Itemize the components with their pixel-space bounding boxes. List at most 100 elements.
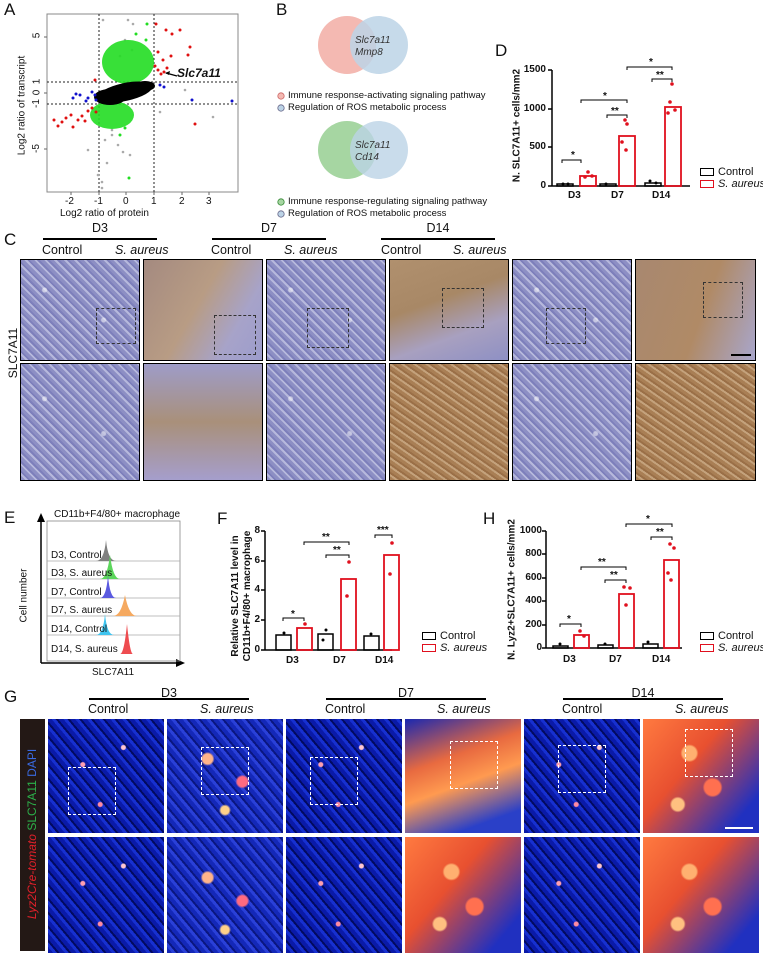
- sig-mark: **: [611, 106, 619, 117]
- ytick: 0: [254, 644, 260, 655]
- gene-label: Cd14: [355, 152, 379, 163]
- legend-label: S. aureus: [440, 642, 488, 654]
- ytick: 6: [254, 555, 260, 566]
- gene-label: Slc7a11: [355, 140, 391, 151]
- panel-e-title: CD11b+F4/80+ macrophage: [54, 509, 181, 520]
- if-zoom-d3-saureus: [167, 837, 283, 953]
- condition-label: S. aureus: [437, 702, 491, 716]
- condition-label: S. aureus: [284, 243, 338, 257]
- zoom-region-box: [214, 315, 256, 355]
- condition-label: Control: [211, 243, 252, 257]
- zoom-region-box: [96, 308, 136, 344]
- header-line: [326, 698, 486, 700]
- panel-e-xlabel: SLC7A11: [92, 667, 135, 678]
- panel-label-g: G: [4, 687, 18, 706]
- ihc-zoom-d14-control: [512, 363, 632, 481]
- zoom-region-box: [68, 767, 116, 815]
- ytick: 200: [525, 619, 542, 630]
- xtick: D7: [611, 190, 624, 201]
- ytick: 8: [254, 525, 260, 536]
- if-zoom-d7-saureus: [405, 837, 521, 953]
- xtick: D14: [652, 654, 671, 665]
- venn2-intersection: Slc7a11 Cd14: [355, 140, 390, 164]
- ihc-image-d7-control: [266, 259, 386, 361]
- ytick: 800: [525, 548, 542, 559]
- legend-item: Immune response-activating signaling pat…: [288, 90, 486, 101]
- ytick: 0: [540, 180, 546, 191]
- ytick: 2: [254, 614, 260, 625]
- xtick: D3: [563, 654, 576, 665]
- if-zoom-d14-saureus: [643, 837, 759, 953]
- if-image-d14-control: [524, 719, 640, 833]
- if-zoom-d7-control: [286, 837, 402, 953]
- xtick: D14: [375, 655, 394, 666]
- header-line: [381, 238, 495, 240]
- ihc-image-d3-control: [20, 259, 140, 361]
- group-header: D14: [631, 686, 655, 700]
- ihc-image-d14-control: [512, 259, 632, 361]
- panel-a-xlabel: Log2 ratio of protein: [60, 208, 149, 219]
- scale-bar: [725, 827, 753, 829]
- if-zoom-d3-control: [48, 837, 164, 953]
- ihc-zoom-d14-saureus: [635, 363, 756, 481]
- legend-control: Control: [422, 630, 475, 642]
- histogram-label: D14, S. aureus: [51, 644, 118, 655]
- zoom-region-box: [558, 745, 606, 793]
- sig-mark: **: [656, 70, 664, 81]
- xtick: D7: [333, 655, 346, 666]
- histogram-label: D14, Control: [51, 624, 108, 635]
- panel-label-d: D: [495, 41, 508, 60]
- sig-mark: **: [656, 527, 664, 538]
- condition-label: S. aureus: [675, 702, 729, 716]
- gene-label: Slc7a11: [355, 35, 391, 46]
- sig-mark: *: [603, 91, 607, 102]
- channel-label-bar: Lyz2Cre-tomato SLC7A11 DAPI: [20, 719, 45, 951]
- condition-label: S. aureus: [453, 243, 507, 257]
- channel-label-blue: DAPI: [25, 748, 39, 777]
- sig-mark: **: [333, 545, 341, 556]
- ihc-zoom-d3-saureus: [143, 363, 263, 481]
- zoom-region-box: [201, 747, 249, 795]
- panel-label-e: E: [4, 508, 16, 527]
- panel-d-bar-chart: [548, 66, 690, 187]
- ihc-image-d3-saureus: [143, 259, 263, 361]
- channel-labels: Lyz2Cre-tomato SLC7A11 DAPI: [25, 718, 39, 950]
- if-zoom-d14-control: [524, 837, 640, 953]
- legend-label: S. aureus: [718, 178, 763, 190]
- xtick: D14: [652, 190, 671, 201]
- sig-mark: *: [291, 609, 295, 620]
- channel-label-red: Lyz2Cre-tomato: [25, 834, 39, 920]
- panel-label-b: B: [276, 0, 288, 19]
- xtick: 0: [123, 196, 129, 207]
- condition-label: Control: [88, 702, 129, 716]
- ytick: 4: [254, 584, 260, 595]
- zoom-region-box: [310, 757, 358, 805]
- ihc-image-d14-saureus: [635, 259, 756, 361]
- group-header: D7: [261, 221, 277, 235]
- panel-label-a: A: [4, 0, 16, 19]
- sig-mark: ***: [377, 525, 389, 536]
- legend-item: Immune response-regulating signaling pat…: [288, 196, 488, 207]
- slc7a11-annotation: Slc7a11: [177, 66, 221, 80]
- legend-control: Control: [700, 166, 753, 178]
- zoom-region-box: [685, 729, 733, 777]
- group-header: D14: [426, 221, 450, 235]
- xtick: 3: [206, 196, 212, 207]
- legend-saureus: S. aureus: [700, 178, 763, 190]
- ytick: 0: [536, 642, 542, 653]
- xtick: D3: [286, 655, 299, 666]
- sig-mark: **: [610, 570, 618, 581]
- panel-label-h: H: [483, 509, 496, 528]
- ytick: 400: [525, 595, 542, 606]
- condition-label: Control: [325, 702, 366, 716]
- xtick: -1: [94, 196, 103, 207]
- histogram-label: D3, Control: [51, 550, 102, 561]
- ytick: 500: [529, 141, 546, 152]
- group-header: D7: [398, 686, 414, 700]
- sig-mark: **: [322, 532, 330, 543]
- legend-control: Control: [700, 630, 753, 642]
- if-image-d3-saureus: [167, 719, 283, 833]
- sig-mark: *: [649, 57, 653, 68]
- ihc-zoom-d7-saureus: [389, 363, 509, 481]
